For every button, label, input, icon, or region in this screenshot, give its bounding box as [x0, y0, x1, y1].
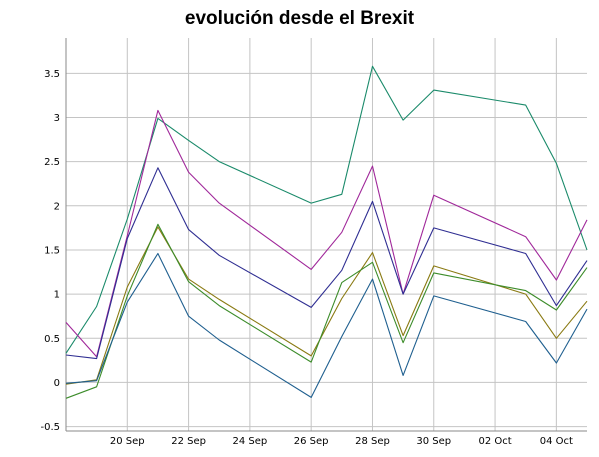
x-tick-label: 24 Sep: [232, 436, 267, 447]
y-tick-label: 1.5: [44, 245, 60, 256]
y-tick-label: -0.5: [40, 422, 60, 433]
series-line-2: [65, 109, 588, 358]
axes: [65, 38, 587, 432]
x-tick-label: 28 Sep: [355, 436, 390, 447]
y-tick-label: 2.5: [44, 157, 60, 168]
y-tick-label: 2: [54, 201, 60, 212]
grid-lines: [66, 38, 587, 431]
y-tick-label: 0.5: [44, 334, 60, 345]
series-lines: [65, 65, 588, 399]
x-tick-label: 02 Oct: [478, 436, 511, 447]
tick-labels: -0.5 0 0.5 1 1.5 2 2.5 3 3.5 20 Sep 22 Sep 24 Sep 26…: [40, 69, 573, 447]
series-line-3: [65, 167, 588, 360]
y-tick-label: 3.5: [44, 69, 60, 80]
x-tick-label: 22 Sep: [171, 436, 206, 447]
y-tick-label: 0: [54, 378, 60, 389]
series-line-5: [65, 223, 588, 399]
x-tick-label: 20 Sep: [110, 436, 145, 447]
series-line-6: [65, 252, 588, 398]
x-tick-label: 26 Sep: [294, 436, 329, 447]
y-tick-label: 3: [54, 113, 60, 124]
x-tick-label: 04 Oct: [540, 436, 573, 447]
y-tick-label: 1: [54, 290, 60, 301]
series-line-4: [65, 226, 588, 385]
x-tick-label: 30 Sep: [416, 436, 451, 447]
series-line-1: [65, 65, 588, 354]
chart-title: evolución desde el Brexit: [184, 8, 415, 29]
